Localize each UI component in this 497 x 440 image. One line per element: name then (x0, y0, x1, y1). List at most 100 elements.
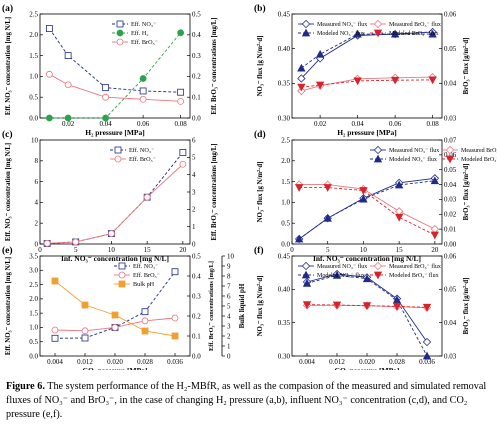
data-point (315, 49, 325, 58)
legend-label: Modeled NO₃⁻ flux (317, 272, 365, 279)
y2-tick-label: 6 (192, 136, 196, 144)
y2-tick-label: 0.04 (444, 319, 457, 327)
y-tick-label: 0.30 (278, 352, 291, 360)
data-point (64, 52, 72, 59)
y2-tick-label: 0.07 (444, 136, 457, 144)
x-tick-label: 5 (326, 246, 330, 254)
ph-tick-label: 7 (227, 282, 231, 290)
x-axis-label: CO₂ pressure [MPa] (335, 366, 400, 370)
legend-marker (445, 155, 455, 164)
legend-label: Eff. BrO₃⁻ (133, 272, 160, 279)
data-point (139, 95, 147, 103)
data-point (422, 303, 432, 312)
plot-frame (39, 255, 191, 357)
y2-axis-label: Eff. BrO₃⁻ concentrations [mg/L] (211, 18, 218, 115)
y2-tick-label: 0.06 (444, 10, 457, 18)
data-point (81, 301, 89, 309)
data-point (108, 230, 115, 238)
ph-tick-label: 4 (227, 312, 231, 320)
legend-marker (118, 271, 126, 279)
legend-marker (116, 29, 124, 37)
x-tick-label: 0.08 (175, 120, 188, 128)
panel-letter: (f) (254, 245, 264, 256)
x-tick-label: 0.004 (47, 358, 63, 366)
y-tick-label: 2.5 (29, 10, 38, 18)
y2-tick-label: 0.00 (444, 240, 457, 248)
x-tick-label: 0.020 (107, 358, 123, 366)
data-point (111, 323, 119, 331)
y2-tick-label: 0.04 (444, 80, 457, 88)
y2-tick-label: 0.04 (444, 181, 457, 189)
ph-tick-label: 1 (227, 342, 231, 350)
y-axis-label: Eff. NO₃⁻ concentration [mg N/L] (5, 17, 12, 115)
data-point (177, 29, 185, 37)
data-point (394, 207, 404, 216)
data-point (332, 270, 342, 279)
data-point (139, 75, 147, 82)
y-tick-label: 6 (35, 178, 39, 186)
x-tick-label: 0.06 (137, 120, 150, 128)
data-point (72, 238, 80, 246)
ph-tick-label: 10 (227, 252, 235, 260)
legend-marker (114, 155, 122, 163)
data-point (102, 114, 110, 122)
y-tick-label: 8 (35, 157, 39, 165)
data-point (302, 301, 312, 310)
data-point (143, 193, 151, 201)
x-tick-label: 15 (144, 246, 152, 254)
legend-label: Modeled NO₃⁻ flux (389, 156, 437, 163)
x-tick-label: 0.012 (329, 358, 345, 366)
y2-axis-label: BrO₃⁻ flux [g/m²·d] (463, 164, 470, 221)
data-point (81, 334, 89, 342)
y2-tick-label: 0.5 (192, 10, 201, 18)
data-point (141, 317, 149, 325)
legend-label: Eff. BrO₃⁻ (131, 39, 158, 46)
legend-label: Modeled NO₃⁻ flux (317, 30, 365, 37)
y2-tick-label: 0.4 (192, 272, 201, 280)
ph-tick-label: 8 (227, 272, 231, 280)
x-tick-label: 0.012 (77, 358, 93, 366)
data-point (353, 29, 362, 38)
data-point (428, 76, 437, 85)
y-tick-label: 2.5 (29, 281, 38, 289)
y2-axis-label: BrO₃⁻ flux [g/m²·d] (463, 278, 470, 335)
data-point (139, 87, 147, 95)
panel-letter: (a) (2, 3, 13, 14)
data-point (179, 160, 187, 168)
x-axis-label: H₂ pressure [MPa] (85, 128, 144, 137)
x-tick-label: 10 (108, 246, 116, 254)
y2-tick-label: 0.2 (192, 312, 201, 320)
data-point (323, 184, 332, 192)
data-point (51, 326, 59, 334)
x-axis-label: H₂ pressure [MPa] (337, 128, 396, 137)
y-tick-label: 0.45 (278, 10, 291, 18)
panel-letter: (e) (2, 245, 13, 256)
legend-marker (373, 29, 383, 38)
y-tick-label: 0.5 (281, 220, 290, 228)
legend-marker (116, 38, 124, 46)
y2-tick-label: 0.02 (444, 211, 457, 219)
y2-tick-label: 0.03 (444, 114, 457, 122)
y2-tick-label: 2 (192, 206, 196, 214)
y-tick-label: 0.35 (278, 319, 291, 327)
legend-label: Bulk pH (133, 281, 155, 288)
data-point (64, 81, 72, 89)
y2-tick-label: 0.4 (192, 31, 201, 39)
legend-marker (301, 261, 311, 271)
legend-marker (301, 19, 311, 29)
legend-marker (373, 154, 383, 163)
legend-label: Measured BrO₃⁻ flux (389, 263, 441, 270)
y-tick-label: 4 (35, 199, 39, 207)
y-tick-label: 0.5 (29, 94, 38, 102)
legend-label: Eff. NO₃⁻ (129, 147, 154, 154)
y-axis-label: NO₃⁻ flux [g N/m²·d] (257, 276, 264, 337)
data-point (428, 29, 437, 38)
y-tick-label: 0.30 (278, 114, 291, 122)
y2-tick-label: 0.2 (192, 73, 201, 81)
figure-area: 0.02 0.04 0.06 0.08 0.0 0.5 1.0 1.5 2.0 2.5 0.0 0.1… (2, 3, 497, 370)
y2-tick-label: 0.0 (192, 114, 201, 122)
legend-label: Measured BrO₃⁻ flux (389, 21, 441, 28)
data-point (297, 83, 306, 92)
ph-tick-label: 3 (227, 322, 231, 330)
series-line (299, 187, 436, 236)
